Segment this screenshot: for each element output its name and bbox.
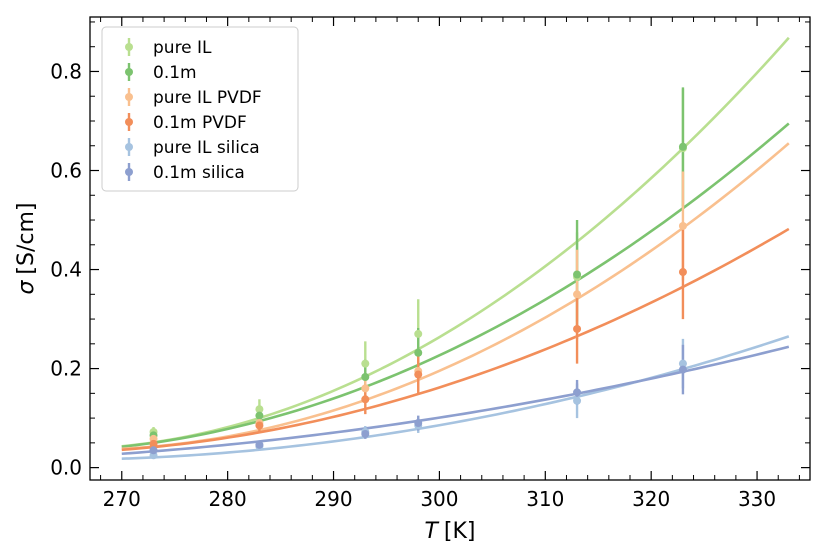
data-point bbox=[149, 446, 158, 455]
legend-box bbox=[101, 26, 299, 192]
legend-label: pure IL PVDF bbox=[153, 88, 262, 108]
y-tick-label: 0.2 bbox=[50, 357, 82, 381]
legend-point-marker bbox=[125, 93, 133, 101]
x-tick-label: 310 bbox=[526, 487, 564, 511]
data-point bbox=[255, 421, 264, 430]
y-tick-label: 0.8 bbox=[50, 59, 82, 83]
fit-curves bbox=[121, 36, 790, 461]
x-axis-symbol: T bbox=[424, 519, 439, 542]
data-point bbox=[678, 268, 687, 277]
legend-point-marker bbox=[125, 68, 133, 76]
data-point bbox=[573, 290, 582, 299]
y-tick-label: 0.6 bbox=[50, 159, 82, 183]
x-tick-label: 280 bbox=[209, 487, 247, 511]
data-point bbox=[573, 270, 582, 279]
data-point bbox=[573, 324, 582, 333]
data-point bbox=[573, 388, 582, 397]
x-tick-label: 270 bbox=[103, 487, 141, 511]
legend-point-marker bbox=[125, 143, 133, 151]
data-point bbox=[414, 348, 423, 357]
legend-point-marker bbox=[125, 43, 133, 51]
y-tick-label: 0.4 bbox=[50, 258, 82, 282]
plot-frame bbox=[89, 16, 811, 481]
data-point bbox=[414, 329, 423, 338]
data-point bbox=[255, 411, 264, 420]
fit-curve-3 bbox=[121, 227, 790, 452]
fit-curve-5 bbox=[121, 345, 790, 456]
data-point bbox=[361, 395, 370, 404]
legend-label: 0.1m bbox=[153, 63, 197, 83]
data-point bbox=[414, 419, 423, 428]
fit-curve-2 bbox=[121, 142, 790, 451]
legend-label: 0.1m PVDF bbox=[153, 113, 247, 133]
data-points bbox=[149, 142, 687, 460]
fit-curve-4 bbox=[121, 335, 790, 461]
data-point bbox=[255, 440, 264, 449]
y-axis-unit: [S/cm] bbox=[14, 202, 39, 274]
tick-labels: 270 280 290 300 310 320 330 0.0 0.2 0.4 0.6 0.8 bbox=[50, 59, 776, 511]
data-point bbox=[361, 384, 370, 393]
y-axis-label: σ [S/cm] bbox=[14, 202, 39, 294]
x-tick-label: 290 bbox=[314, 487, 352, 511]
data-point bbox=[678, 221, 687, 230]
data-point bbox=[414, 370, 423, 379]
legend-point-marker bbox=[125, 118, 133, 126]
fit-curve-0 bbox=[121, 36, 790, 448]
data-point bbox=[361, 359, 370, 368]
x-axis-unit: [K] bbox=[444, 519, 476, 542]
x-tick-label: 320 bbox=[632, 487, 670, 511]
x-tick-label: 300 bbox=[420, 487, 458, 511]
data-point bbox=[149, 439, 158, 448]
data-point bbox=[678, 142, 687, 151]
axis-ticks bbox=[90, 17, 810, 480]
legend-label: 0.1m silica bbox=[153, 163, 245, 183]
data-point bbox=[361, 429, 370, 438]
data-point bbox=[255, 405, 264, 414]
data-point bbox=[361, 373, 370, 382]
legend-label: pure IL bbox=[153, 38, 212, 58]
legend: pure IL 0.1m pure IL PVDF 0.1m PVDF pure IL … bbox=[101, 26, 299, 192]
y-tick-label: 0.0 bbox=[50, 456, 82, 480]
data-point bbox=[573, 396, 582, 405]
data-point bbox=[678, 359, 687, 368]
legend-point-marker bbox=[125, 168, 133, 176]
x-axis-label: T [K] bbox=[424, 519, 475, 542]
legend-label: pure IL silica bbox=[153, 138, 260, 158]
y-axis-symbol: σ bbox=[14, 280, 39, 295]
legend-items: pure IL 0.1m pure IL PVDF 0.1m PVDF pure IL … bbox=[125, 38, 262, 183]
data-point bbox=[678, 365, 687, 374]
x-tick-label: 330 bbox=[738, 487, 776, 511]
fit-curve-1 bbox=[121, 122, 790, 449]
